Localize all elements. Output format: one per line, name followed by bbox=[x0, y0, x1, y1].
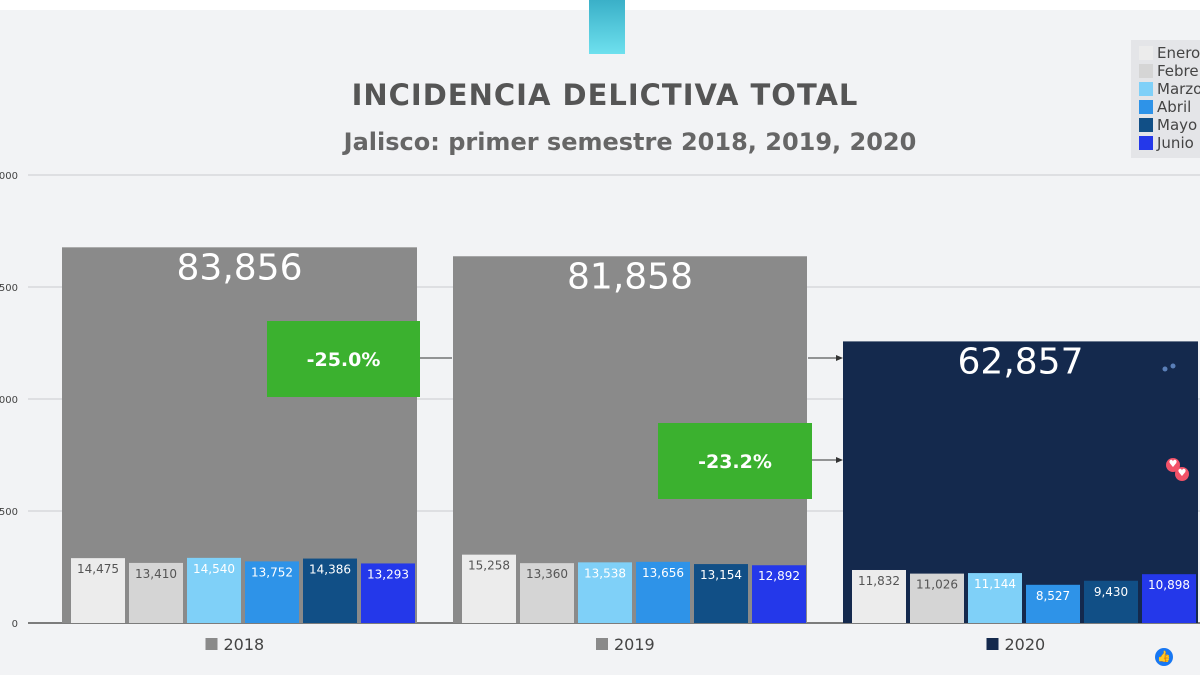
legend-label: Mayo bbox=[1157, 116, 1198, 134]
month-bar-label: 14,540 bbox=[193, 562, 235, 576]
legend-swatch bbox=[1139, 118, 1153, 132]
month-bar bbox=[636, 561, 690, 623]
month-bar bbox=[462, 554, 516, 623]
month-bar bbox=[245, 561, 299, 623]
legend-label: Febre bbox=[1157, 62, 1199, 80]
legend-entry: Abril bbox=[1139, 98, 1191, 116]
x-legend-swatch bbox=[596, 638, 608, 650]
x-tick-label: 2020 bbox=[1005, 635, 1046, 654]
y-tick-label: 000 bbox=[0, 395, 18, 406]
month-bar bbox=[129, 562, 183, 623]
month-bar-label: 13,656 bbox=[642, 566, 684, 580]
legend-label: Marzo bbox=[1157, 80, 1200, 98]
legend-label: Abril bbox=[1157, 98, 1192, 116]
legend-swatch bbox=[1139, 46, 1153, 60]
total-bar-label: 81,858 bbox=[567, 256, 693, 297]
legend-swatch bbox=[1139, 136, 1153, 150]
top-accent-tab bbox=[589, 0, 625, 54]
connector-arrow bbox=[836, 355, 843, 361]
month-bar bbox=[187, 557, 241, 623]
month-bar bbox=[968, 573, 1022, 623]
month-bar bbox=[578, 562, 632, 623]
legend: Enero Febre Marzo Abril Mayo Junio bbox=[1131, 40, 1200, 158]
like-reaction-icon: 👍 bbox=[1155, 648, 1173, 666]
month-bar-label: 11,832 bbox=[858, 574, 900, 588]
month-bar-label: 13,538 bbox=[584, 566, 626, 580]
legend-swatch bbox=[1139, 82, 1153, 96]
month-bar-label: 14,386 bbox=[309, 563, 351, 577]
legend-entry: Marzo bbox=[1139, 80, 1200, 98]
chart-subtitle: Jalisco: primer semestre 2018, 2019, 202… bbox=[343, 128, 917, 156]
month-bar-label: 13,752 bbox=[251, 565, 293, 579]
change-annotation-box bbox=[267, 321, 420, 397]
x-legend-swatch bbox=[205, 638, 218, 650]
legend-swatch bbox=[1139, 100, 1153, 114]
x-tick-label: 2019 bbox=[614, 635, 655, 654]
legend-entry: Enero bbox=[1139, 44, 1200, 62]
month-bar bbox=[1026, 584, 1080, 623]
chart-title: INCIDENCIA DELICTIVA TOTAL bbox=[351, 78, 859, 112]
total-bar-label: 83,856 bbox=[177, 247, 303, 288]
month-bar bbox=[520, 563, 574, 623]
month-bar-label: 9,430 bbox=[1094, 585, 1128, 599]
month-bar bbox=[303, 558, 357, 623]
month-bar bbox=[361, 563, 415, 623]
decorative-dot bbox=[1162, 366, 1168, 372]
month-bar-label: 12,892 bbox=[758, 569, 800, 583]
y-tick-label: 000 bbox=[0, 171, 18, 182]
change-annotation-label: -23.2% bbox=[698, 451, 772, 473]
month-bar-label: 15,258 bbox=[468, 559, 510, 573]
y-tick-label: 0 bbox=[12, 619, 18, 630]
month-bar bbox=[852, 569, 906, 623]
change-annotation-label: -25.0% bbox=[307, 349, 381, 371]
change-annotation-box bbox=[658, 423, 812, 499]
y-tick-label: 500 bbox=[0, 283, 18, 294]
legend-entry: Junio bbox=[1139, 134, 1194, 152]
month-bar bbox=[71, 558, 125, 623]
month-bar-label: 11,144 bbox=[974, 577, 1016, 591]
legend-label: Junio bbox=[1157, 134, 1194, 152]
month-bar-label: 13,360 bbox=[526, 567, 568, 581]
month-bar-label: 10,898 bbox=[1148, 578, 1190, 592]
month-bar-label: 13,410 bbox=[135, 567, 177, 581]
month-bar bbox=[1084, 580, 1138, 623]
legend-entry: Mayo bbox=[1139, 116, 1197, 134]
month-bar bbox=[910, 573, 964, 623]
month-bar-label: 13,154 bbox=[700, 568, 742, 582]
x-tick-label: 2018 bbox=[224, 635, 265, 654]
total-bar-label: 62,857 bbox=[958, 341, 1084, 382]
x-legend-swatch bbox=[986, 638, 999, 650]
month-bar-label: 14,475 bbox=[77, 562, 119, 576]
y-tick-label: 500 bbox=[0, 507, 18, 518]
month-bar-label: 8,527 bbox=[1036, 589, 1070, 603]
heart-reaction-icon: ♥ bbox=[1175, 467, 1189, 481]
legend-entry: Febre bbox=[1139, 62, 1199, 80]
month-bar bbox=[752, 565, 806, 623]
legend-swatch bbox=[1139, 64, 1153, 78]
month-bar-label: 11,026 bbox=[916, 578, 958, 592]
legend-label: Enero bbox=[1157, 44, 1200, 62]
connector-arrow bbox=[836, 457, 843, 463]
month-bar bbox=[694, 564, 748, 623]
decorative-dot bbox=[1170, 363, 1176, 369]
month-bar-label: 13,293 bbox=[367, 567, 409, 581]
month-bar bbox=[1142, 574, 1196, 623]
